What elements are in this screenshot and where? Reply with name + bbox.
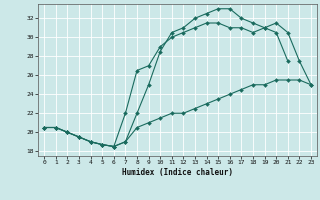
X-axis label: Humidex (Indice chaleur): Humidex (Indice chaleur)	[122, 168, 233, 177]
